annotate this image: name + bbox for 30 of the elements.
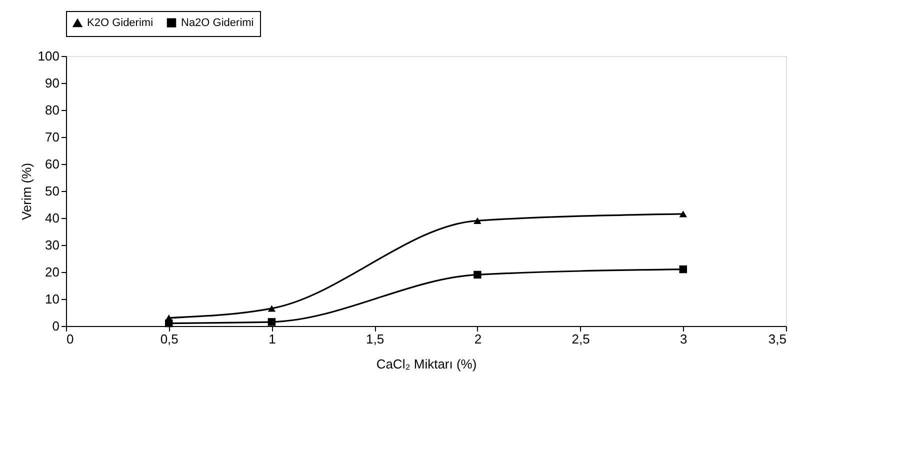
y-tick-label: 10 <box>45 292 60 306</box>
x-tick-label: 3,5 <box>768 332 786 346</box>
y-tick-label: 40 <box>45 210 60 226</box>
y-tick-label: 70 <box>45 130 60 144</box>
y-tick-label: 60 <box>45 156 60 172</box>
x-tick-label: 1 <box>268 332 276 346</box>
y-tick-label: 0 <box>52 318 60 334</box>
point <box>268 305 276 312</box>
y-tick-label: 100 <box>38 48 60 64</box>
y-tick-label: 20 <box>45 264 60 280</box>
point <box>474 270 482 279</box>
x-tick-label: 2 <box>474 332 482 346</box>
point <box>679 265 688 274</box>
y-tick-label: 80 <box>45 102 60 118</box>
point <box>679 210 688 218</box>
x-tick-label: 2,5 <box>572 332 590 346</box>
legend-label: K2O Giderimi <box>87 17 154 30</box>
y-tick-label: 30 <box>45 238 60 252</box>
y-tick-label: 50 <box>45 184 60 198</box>
point <box>164 319 173 328</box>
legend-label: Na2O Giderimi <box>181 16 254 29</box>
y-tick-label: 90 <box>45 76 60 90</box>
y-axis-title: Verim (%) <box>18 162 34 220</box>
x-tick-label: 1,5 <box>366 332 384 346</box>
point <box>268 318 276 326</box>
x-axis-title: CaCl₂ Miktarı (%) <box>376 356 477 372</box>
x-tick-label: 3 <box>680 332 688 346</box>
x-tick-label: 0,5 <box>160 332 178 346</box>
x-tick-label: 0 <box>66 332 74 346</box>
point <box>474 217 482 224</box>
